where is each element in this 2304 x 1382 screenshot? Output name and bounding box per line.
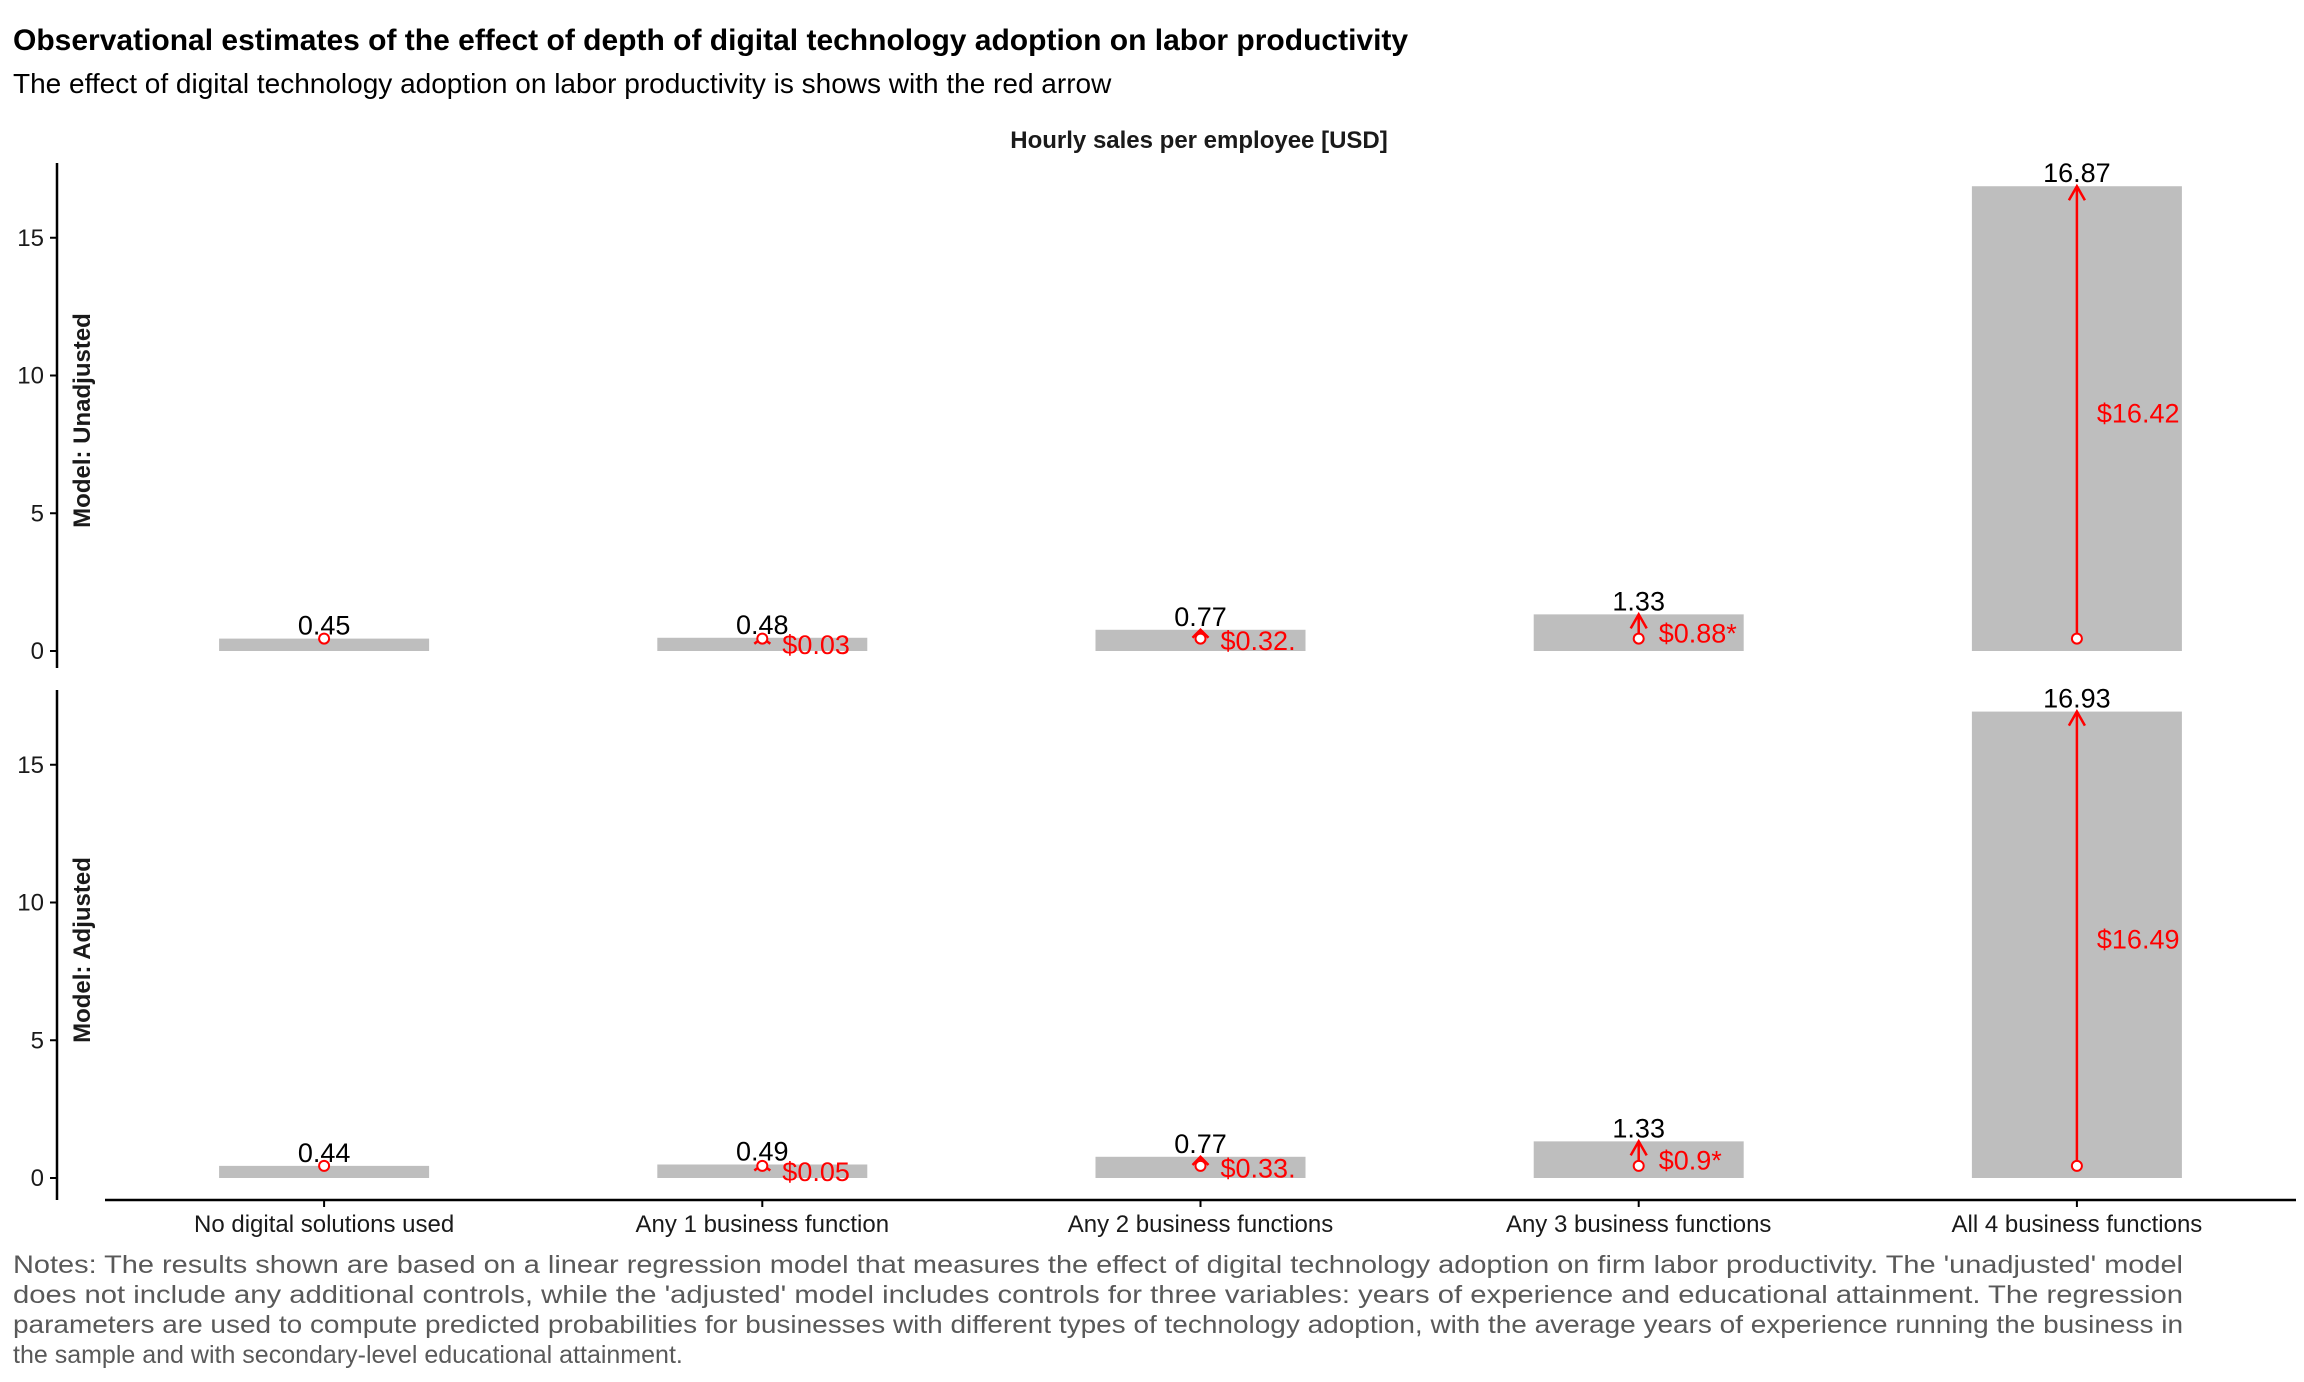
x-tick-label: Any 1 business function (636, 1211, 890, 1238)
facet-label: Model: Adjusted (69, 857, 96, 1043)
chart-subtitle: The effect of digital technology adoptio… (13, 68, 1112, 99)
value-label: 0.77 (1174, 602, 1227, 632)
effect-label: $0.32. (1221, 626, 1296, 656)
baseline-point (1194, 632, 1207, 645)
notes-line: Notes: The results shown are based on a … (13, 1251, 2183, 1279)
baseline-point (2070, 632, 2083, 645)
baseline-point (318, 632, 331, 645)
strip-label: Hourly sales per employee [USD] (1010, 127, 1387, 154)
y-tick-label: 10 (17, 363, 44, 390)
value-label: 1.33 (1612, 586, 1665, 616)
notes-line: the sample and with secondary-level educ… (13, 1341, 683, 1369)
effect-label: $16.42 (2097, 398, 2180, 428)
baseline-point (318, 1159, 331, 1172)
value-label: 0.77 (1174, 1129, 1227, 1159)
notes: Notes: The results shown are based on a … (13, 1251, 2183, 1369)
baseline-point (1632, 1159, 1645, 1172)
y-tick-label: 15 (17, 752, 44, 779)
chart-title: Observational estimates of the effect of… (13, 24, 1408, 57)
effect-arrow-head (1629, 1138, 1648, 1156)
baseline-point (1194, 1159, 1207, 1172)
value-label: 16.93 (2043, 684, 2111, 714)
x-tick-label: No digital solutions used (194, 1211, 454, 1238)
effect-label: $0.33. (1221, 1153, 1296, 1183)
y-tick-label: 15 (17, 225, 44, 252)
baseline-point (1632, 632, 1645, 645)
y-tick-label: 5 (31, 500, 44, 527)
baseline-point (756, 632, 769, 645)
effect-label: $16.49 (2097, 925, 2180, 955)
y-tick-label: 0 (31, 1165, 44, 1192)
effect-arrow-head (1629, 611, 1648, 629)
bar (219, 1165, 430, 1178)
y-tick-label: 10 (17, 890, 44, 917)
effect-arrow-head (2067, 183, 2086, 201)
y-tick-label: 0 (31, 638, 44, 665)
notes-line: parameters are used to compute predicted… (13, 1311, 2183, 1339)
effect-label: $0.9* (1659, 1146, 1723, 1176)
facet-label: Model: Unadjusted (69, 313, 96, 528)
x-tick-label: Any 2 business functions (1068, 1211, 1334, 1238)
effect-label: $0.05 (782, 1157, 850, 1187)
notes-line: does not include any additional controls… (13, 1281, 2183, 1309)
effect-arrow-head (2067, 709, 2086, 727)
effect-arrow-head (1191, 628, 1210, 639)
baseline-point (2070, 1159, 2083, 1172)
y-tick-label: 5 (31, 1027, 44, 1054)
baseline-point (756, 1159, 769, 1172)
value-label: 1.33 (1612, 1113, 1665, 1143)
effect-label: $0.88* (1659, 618, 1738, 648)
value-label: 16.87 (2043, 158, 2111, 188)
effect-label: $0.03 (782, 630, 850, 660)
effect-arrow-head (1191, 1154, 1210, 1166)
bar (219, 638, 430, 651)
x-tick-label: Any 3 business functions (1506, 1211, 1772, 1238)
x-tick-label: All 4 business functions (1951, 1211, 2202, 1238)
